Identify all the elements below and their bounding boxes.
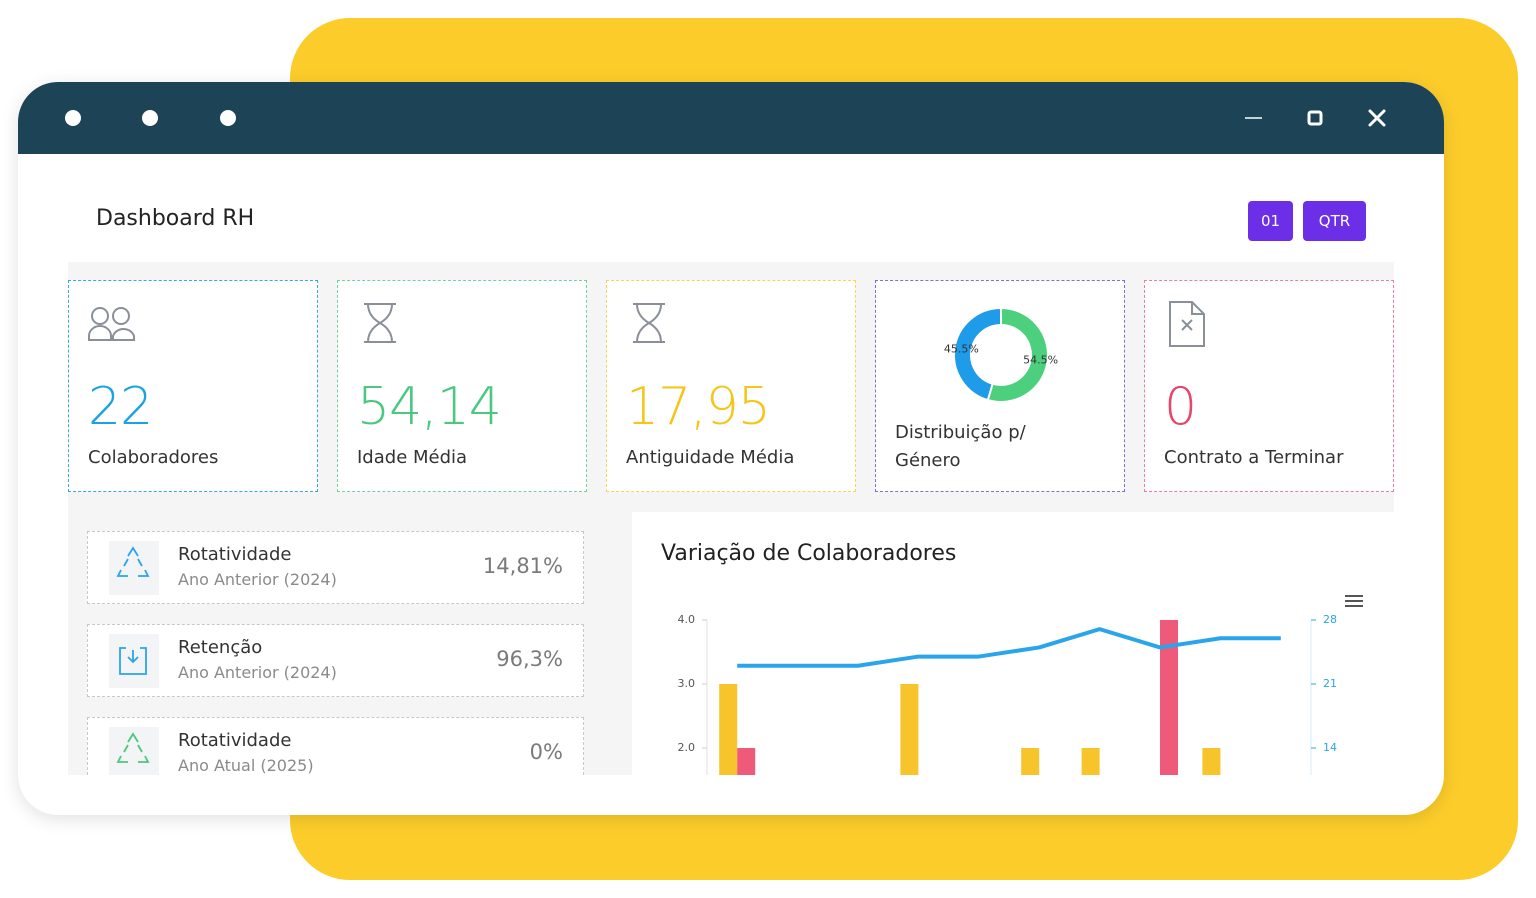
kpi-label: Idade Média <box>357 447 468 468</box>
kpi-card: 0 Contrato a Terminar <box>1144 280 1394 492</box>
data-label: 54.5% <box>1023 354 1058 367</box>
close[interactable] <box>1368 109 1386 127</box>
y2-tick-label: 21 <box>1323 677 1337 690</box>
bar <box>719 684 738 775</box>
page-title: Dashboard RH <box>96 206 255 231</box>
hourglass-icon <box>633 303 665 343</box>
recycle-icon <box>116 546 150 577</box>
data-label: 45.5% <box>944 342 979 355</box>
indicator-title: Retenção <box>178 637 263 658</box>
y2-tick-label: 28 <box>1323 613 1337 626</box>
kpi-value: 17,95 <box>626 377 771 437</box>
recycle-icon <box>116 732 150 763</box>
bar <box>1202 748 1221 775</box>
button[interactable]: 01 <box>1248 201 1293 241</box>
indicator-value: 0% <box>529 740 563 764</box>
dot <box>65 110 81 126</box>
indicator: Retenção Ano Anterior (2024) 96,3% <box>87 624 584 697</box>
kpi-label: Antiguidade Média <box>626 447 795 468</box>
window: Dashboard RH 01 QTR 22 Colaboradores 54,… <box>18 82 1444 815</box>
graphics: 45.5% 54.5% 2.0 3.0 4.0 14 21 28 <box>88 301 1363 775</box>
indicator-title: Rotatividade <box>178 544 292 565</box>
y-tick-label: 2.0 <box>678 741 696 754</box>
indicator-value: 96,3% <box>496 647 563 671</box>
indicator-title: Rotatividade <box>178 730 292 751</box>
kpi-value: 54,14 <box>357 377 502 437</box>
file-icon <box>1169 301 1205 347</box>
hourglass-icon <box>364 303 396 343</box>
dot <box>142 110 158 126</box>
kpi-card: 17,95 Antiguidade Média <box>606 280 856 492</box>
indicator-subtitle: Ano Atual (2025) <box>178 756 314 775</box>
indicator: Rotatividade Ano Anterior (2024) 14,81% <box>87 531 584 604</box>
kpi-label: Colaboradores <box>88 447 219 468</box>
indicator-subtitle: Ano Anterior (2024) <box>178 570 337 589</box>
people-icon <box>88 307 135 341</box>
pie-slice <box>986 306 1049 403</box>
download-icon <box>119 647 147 675</box>
kpi-label: Contrato a Terminar <box>1164 447 1344 468</box>
chart-title: Distribuição p/ Género <box>895 422 1026 471</box>
pie-slice <box>953 306 1002 402</box>
kpi-value: 0 <box>1164 377 1197 437</box>
kpi-card: 22 Colaboradores <box>68 280 318 492</box>
y-tick-label: 3.0 <box>678 677 696 690</box>
bar <box>1160 620 1178 775</box>
bar <box>737 748 756 775</box>
button[interactable]: QTR <box>1303 201 1366 241</box>
bar <box>1081 748 1100 775</box>
chart-title: Variação de Colaboradores <box>661 541 957 566</box>
line <box>737 627 1281 668</box>
indicator: Rotatividade Ano Atual (2025) 0% <box>87 717 584 775</box>
chart-panel <box>632 512 1394 775</box>
indicator-value: 14,81% <box>482 554 563 578</box>
maximize[interactable] <box>1307 110 1323 126</box>
menu-icon[interactable] <box>1345 595 1363 607</box>
window-controls <box>65 109 1386 127</box>
bar <box>900 684 919 775</box>
bar <box>1021 748 1040 775</box>
dashboard: Dashboard RH 01 QTR 22 Colaboradores 54,… <box>18 154 1444 775</box>
kpi-card: 54,14 Idade Média <box>337 280 587 492</box>
title-bar <box>18 82 1444 154</box>
kpi-value: 22 <box>88 377 153 437</box>
indicator-subtitle: Ano Anterior (2024) <box>178 663 337 682</box>
y2-tick-label: 14 <box>1323 741 1337 754</box>
y-tick-label: 4.0 <box>678 613 696 626</box>
dot <box>220 110 236 126</box>
